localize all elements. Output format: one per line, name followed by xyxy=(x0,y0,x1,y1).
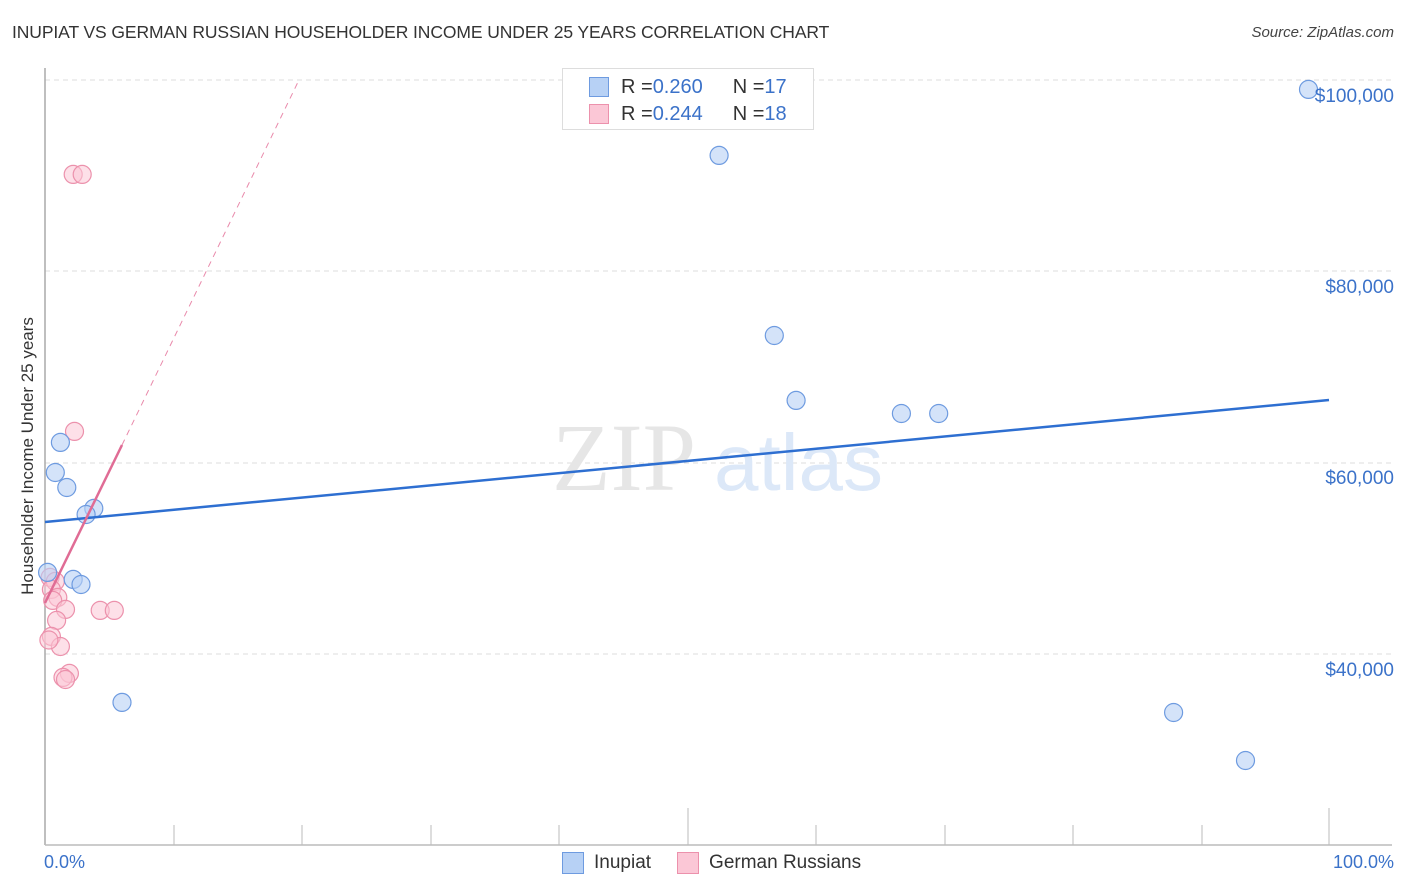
n-label: N = xyxy=(732,102,765,125)
r-value: 0.244 xyxy=(652,102,703,125)
y-axis-label: Householder Income Under 25 years xyxy=(18,317,37,595)
legend-label: German Russians xyxy=(709,852,862,873)
data-point xyxy=(1235,750,1256,771)
data-point xyxy=(64,421,85,441)
series-legend: Inupiat German Russians xyxy=(562,852,887,874)
german-russians-trend-extension xyxy=(121,81,299,446)
gridlines xyxy=(45,79,1392,655)
inupiat-points xyxy=(37,79,1319,771)
svg-text:ZIP: ZIP xyxy=(552,404,696,511)
data-point xyxy=(57,477,77,498)
data-point xyxy=(71,574,91,595)
data-point xyxy=(1298,79,1319,100)
y-tick-40000: $40,000 xyxy=(1325,660,1394,681)
svg-text:atlas: atlas xyxy=(714,418,883,507)
data-point xyxy=(104,600,124,621)
correlation-legend: R = 0.260 N = 17 R = 0.244 N = 18 xyxy=(562,68,814,130)
german-russians-trendline xyxy=(43,444,124,604)
inupiat-trendline xyxy=(44,398,1330,524)
x-tick-100: 100.0% xyxy=(1332,852,1394,872)
data-point xyxy=(786,390,806,410)
r-value: 0.260 xyxy=(652,75,703,98)
data-point xyxy=(39,630,59,650)
data-point xyxy=(37,562,58,583)
legend-item-inupiat[interactable]: Inupiat xyxy=(562,852,651,874)
r-label: R = xyxy=(621,102,653,125)
legend-row-german-russians: R = 0.244 N = 18 xyxy=(589,102,787,126)
n-label: N = xyxy=(732,75,765,98)
r-label: R = xyxy=(621,75,653,98)
legend-row-inupiat: R = 0.260 N = 17 xyxy=(589,75,787,99)
data-point xyxy=(929,403,949,424)
data-point xyxy=(891,403,912,424)
y-tick-100000: $100,000 xyxy=(1314,86,1394,107)
data-point xyxy=(46,610,67,631)
data-point xyxy=(112,692,132,713)
n-value: 17 xyxy=(764,75,787,98)
data-point xyxy=(1163,702,1184,723)
x-axis-ticks xyxy=(173,808,1330,845)
inupiat-swatch xyxy=(562,852,584,874)
german-russians-swatch xyxy=(677,852,700,874)
source-label: Source: ZipAtlas.com xyxy=(1251,24,1394,41)
german-russians-points xyxy=(39,164,124,690)
data-point xyxy=(55,669,76,690)
chart-title: INUPIAT VS GERMAN RUSSIAN HOUSEHOLDER IN… xyxy=(12,22,830,42)
data-point xyxy=(72,164,92,184)
y-tick-80000: $80,000 xyxy=(1325,277,1394,298)
inupiat-swatch xyxy=(589,77,609,97)
data-point xyxy=(764,325,784,346)
data-point xyxy=(50,432,71,452)
data-point xyxy=(709,145,729,165)
legend-item-german-russians[interactable]: German Russians xyxy=(677,852,861,874)
german-russians-swatch xyxy=(589,104,609,124)
y-tick-60000: $60,000 xyxy=(1325,468,1394,489)
x-tick-0: 0.0% xyxy=(44,852,86,872)
watermark: ZIP atlas xyxy=(552,404,883,511)
n-value: 18 xyxy=(764,102,787,125)
legend-label: Inupiat xyxy=(594,852,652,873)
data-point xyxy=(45,462,65,483)
